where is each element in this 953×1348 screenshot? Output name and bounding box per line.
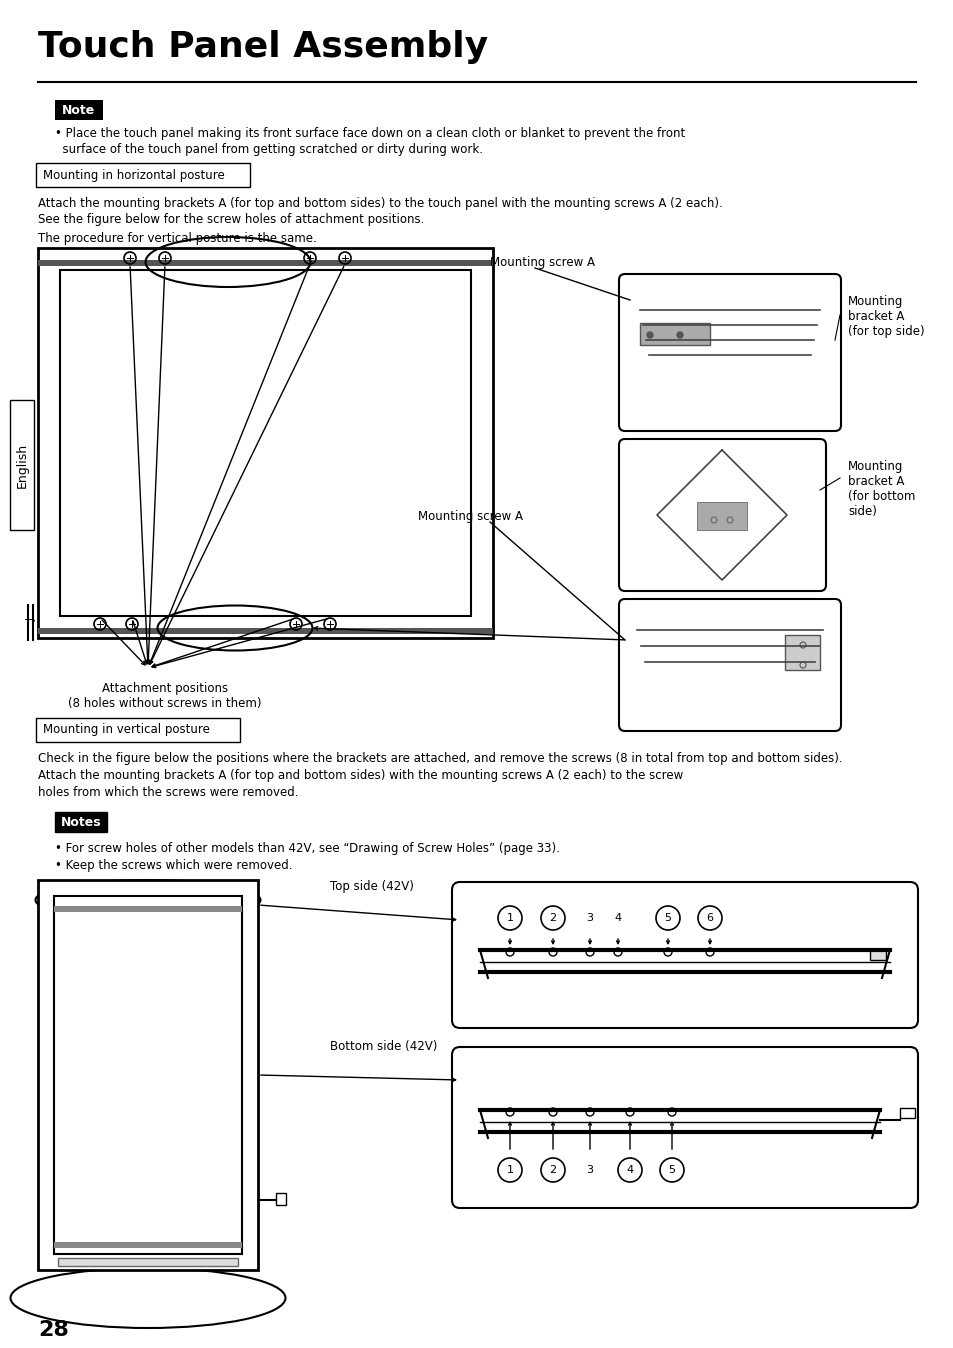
- Circle shape: [646, 332, 652, 338]
- Text: Mounting screw A: Mounting screw A: [490, 256, 595, 270]
- Text: Note: Note: [62, 104, 95, 116]
- Ellipse shape: [10, 1268, 285, 1328]
- Text: Attach the mounting brackets A (for top and bottom sides) to the touch panel wit: Attach the mounting brackets A (for top …: [38, 197, 722, 210]
- Text: Mounting screw A: Mounting screw A: [417, 510, 522, 523]
- Ellipse shape: [35, 880, 260, 919]
- Text: Attachment positions
(8 holes without screws in them): Attachment positions (8 holes without sc…: [69, 682, 261, 710]
- Text: Mounting in vertical posture: Mounting in vertical posture: [43, 724, 210, 736]
- Bar: [869, 950, 885, 960]
- Bar: [899, 1108, 914, 1117]
- Text: English: English: [15, 442, 29, 488]
- Bar: [639, 324, 709, 345]
- Text: See the figure below for the screw holes of attachment positions.: See the figure below for the screw holes…: [38, 213, 424, 226]
- Bar: [38, 880, 257, 1270]
- Text: • Keep the screws which were removed.: • Keep the screws which were removed.: [55, 859, 293, 872]
- Text: Mounting
bracket A
(for top side): Mounting bracket A (for top side): [847, 295, 923, 338]
- Bar: [54, 906, 242, 913]
- Bar: [784, 635, 820, 670]
- Text: 1: 1: [506, 913, 513, 923]
- FancyBboxPatch shape: [618, 439, 825, 590]
- Bar: [55, 100, 103, 120]
- Text: The procedure for vertical posture is the same.: The procedure for vertical posture is th…: [38, 232, 316, 245]
- Text: Top side (42V): Top side (42V): [330, 880, 414, 892]
- Bar: [54, 1242, 242, 1248]
- Text: Bottom side (42V): Bottom side (42V): [330, 1041, 436, 1053]
- Bar: [58, 1258, 237, 1266]
- Text: 2: 2: [549, 1165, 556, 1175]
- Text: 6: 6: [706, 913, 713, 923]
- FancyBboxPatch shape: [618, 274, 841, 431]
- Text: 5: 5: [668, 1165, 675, 1175]
- Bar: [275, 1193, 286, 1205]
- Text: 2: 2: [549, 913, 556, 923]
- Text: Notes: Notes: [61, 816, 101, 829]
- Text: Check in the figure below the positions where the brackets are attached, and rem: Check in the figure below the positions …: [38, 752, 841, 766]
- Text: Touch Panel Assembly: Touch Panel Assembly: [38, 30, 488, 63]
- Text: holes from which the screws were removed.: holes from which the screws were removed…: [38, 786, 298, 799]
- Circle shape: [677, 332, 682, 338]
- Bar: [697, 501, 746, 530]
- Text: surface of the touch panel from getting scratched or dirty during work.: surface of the touch panel from getting …: [55, 143, 482, 156]
- Text: 5: 5: [664, 913, 671, 923]
- FancyBboxPatch shape: [36, 163, 250, 187]
- Text: 1: 1: [506, 1165, 513, 1175]
- Text: 28: 28: [38, 1320, 69, 1340]
- Bar: [38, 248, 493, 638]
- Text: • Place the touch panel making its front surface face down on a clean cloth or b: • Place the touch panel making its front…: [55, 127, 684, 140]
- Bar: [60, 270, 471, 616]
- Text: 4: 4: [626, 1165, 633, 1175]
- Bar: [38, 260, 493, 266]
- Text: Mounting in horizontal posture: Mounting in horizontal posture: [43, 168, 225, 182]
- FancyBboxPatch shape: [618, 599, 841, 731]
- Bar: [55, 811, 107, 832]
- FancyBboxPatch shape: [452, 1047, 917, 1208]
- Text: Attach the mounting brackets A (for top and bottom sides) with the mounting scre: Attach the mounting brackets A (for top …: [38, 768, 682, 782]
- FancyBboxPatch shape: [452, 882, 917, 1029]
- Bar: [54, 896, 242, 1254]
- Bar: [38, 628, 493, 634]
- Text: • For screw holes of other models than 42V, see “Drawing of Screw Holes” (page 3: • For screw holes of other models than 4…: [55, 842, 559, 855]
- Text: J: J: [26, 619, 36, 621]
- Text: 3: 3: [586, 913, 593, 923]
- Text: 3: 3: [586, 1165, 593, 1175]
- Text: Mounting
bracket A
(for bottom
side): Mounting bracket A (for bottom side): [847, 460, 915, 518]
- Text: 4: 4: [614, 913, 621, 923]
- FancyBboxPatch shape: [36, 718, 240, 741]
- Bar: [10, 400, 34, 530]
